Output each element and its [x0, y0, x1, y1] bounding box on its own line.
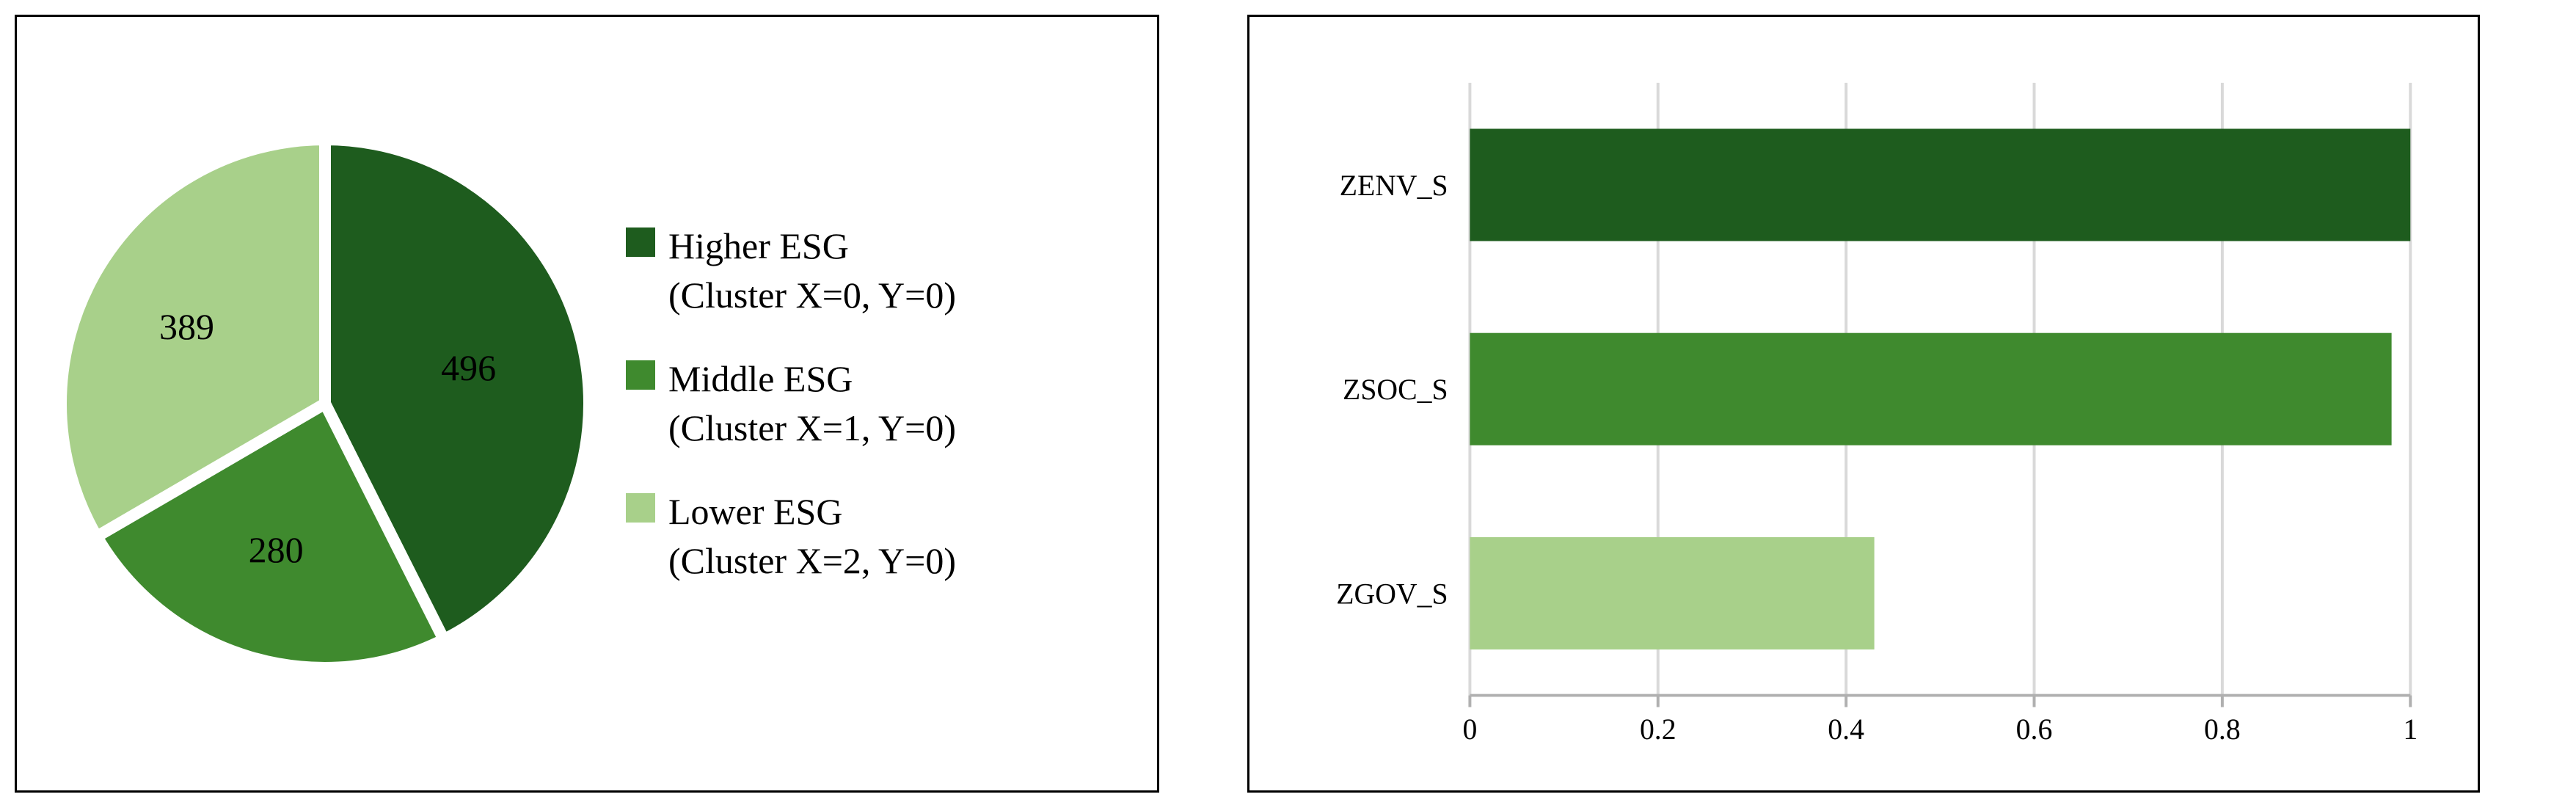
bar-1	[1470, 333, 2391, 445]
legend-label-line2: (Cluster X=0, Y=0)	[668, 271, 956, 321]
pie-svg	[46, 125, 604, 683]
bar-category-label: ZSOC_S	[1343, 374, 1448, 406]
legend-label-line1: Lower ESG	[668, 487, 956, 537]
legend-label-line1: Higher ESG	[668, 222, 956, 272]
bar-category-label: ZGOV_S	[1336, 578, 1448, 610]
legend-swatch-0	[626, 228, 655, 257]
legend-item-2: Lower ESG(Cluster X=2, Y=0)	[626, 487, 956, 586]
x-tick-label: 0.4	[1828, 713, 1864, 746]
legend-swatch-1	[626, 360, 655, 390]
pie-chart-panel: 496 280 389 Higher ESG(Cluster X=0, Y=0) Mi…	[15, 15, 1159, 793]
bar-0	[1470, 128, 2410, 241]
legend-label-line2: (Cluster X=1, Y=0)	[668, 404, 956, 454]
x-tick-label: 1	[2403, 713, 2418, 746]
pie-data-label-1: 280	[249, 528, 304, 571]
pie-chart: 496 280 389	[46, 125, 604, 683]
legend-item-1: Middle ESG(Cluster X=1, Y=0)	[626, 354, 956, 454]
x-tick-label: 0.2	[1640, 713, 1676, 746]
bar-category-label: ZENV_S	[1340, 170, 1448, 202]
x-tick-label: 0.6	[2016, 713, 2053, 746]
legend-text-0: Higher ESG(Cluster X=0, Y=0)	[668, 222, 956, 321]
pie-data-label-0: 496	[441, 346, 496, 389]
x-tick-label: 0	[1462, 713, 1477, 746]
pie-legend: Higher ESG(Cluster X=0, Y=0)Middle ESG(C…	[626, 222, 956, 586]
legend-text-2: Lower ESG(Cluster X=2, Y=0)	[668, 487, 956, 586]
legend-label-line1: Middle ESG	[668, 354, 956, 404]
bar-chart-panel: 0 0.2 0.4 0.6 0.8 1 ZENV_S ZSOC_S ZGOV_S	[1247, 15, 2480, 793]
legend-item-0: Higher ESG(Cluster X=0, Y=0)	[626, 222, 956, 321]
bar-2	[1470, 537, 1874, 649]
x-tick-label: 0.8	[2204, 713, 2241, 746]
legend-label-line2: (Cluster X=2, Y=0)	[668, 536, 956, 586]
bar-chart: 0 0.2 0.4 0.6 0.8 1 ZENV_S ZSOC_S ZGOV_S	[1294, 68, 2434, 761]
legend-swatch-2	[626, 493, 655, 523]
legend-text-1: Middle ESG(Cluster X=1, Y=0)	[668, 354, 956, 454]
pie-data-label-2: 389	[159, 305, 214, 348]
